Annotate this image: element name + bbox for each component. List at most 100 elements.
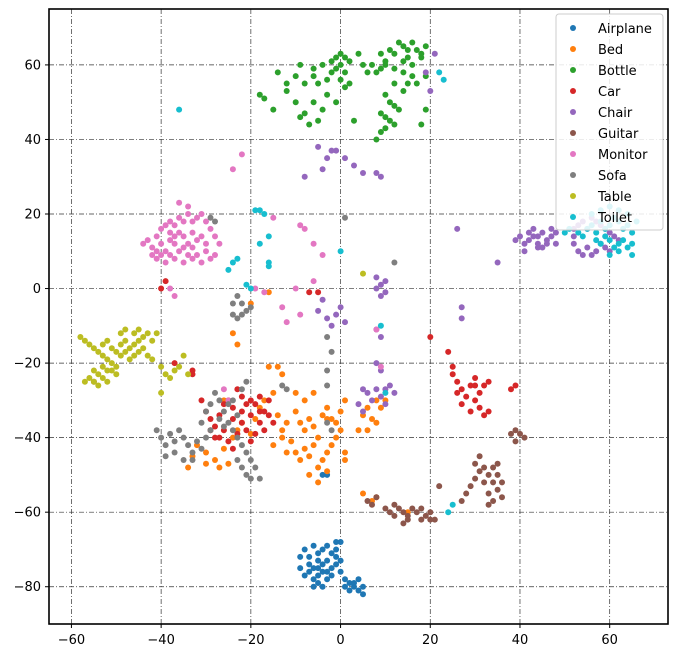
data-point — [270, 214, 277, 221]
plot-frame — [48, 8, 669, 625]
data-point — [126, 345, 133, 352]
legend-label: Table — [597, 190, 632, 205]
data-point — [391, 501, 398, 508]
data-point — [409, 73, 416, 80]
data-point — [319, 561, 326, 568]
data-point — [207, 401, 214, 408]
data-point — [176, 363, 183, 370]
data-point — [234, 386, 241, 393]
data-point — [324, 419, 331, 426]
data-point — [95, 348, 102, 355]
series-monitor — [140, 151, 384, 404]
data-point — [301, 445, 308, 452]
data-point — [328, 572, 335, 579]
data-point — [180, 244, 187, 251]
data-point — [333, 553, 340, 560]
data-point — [180, 218, 187, 225]
data-point — [431, 516, 438, 523]
data-point — [324, 382, 331, 389]
data-point — [297, 61, 304, 68]
data-point — [624, 244, 631, 251]
series-sofa — [153, 214, 398, 482]
data-point — [243, 427, 250, 434]
data-point — [189, 229, 196, 236]
data-point — [386, 99, 393, 106]
data-point — [81, 337, 88, 344]
data-point — [171, 233, 178, 240]
data-point — [265, 412, 272, 419]
data-point — [328, 442, 335, 449]
data-point — [324, 557, 331, 564]
data-point — [99, 363, 106, 370]
data-point — [530, 225, 537, 232]
data-point — [418, 54, 425, 61]
data-point — [337, 248, 344, 255]
data-point — [104, 356, 111, 363]
data-point — [400, 509, 407, 516]
data-point — [203, 449, 209, 456]
legend-box — [555, 13, 664, 231]
data-point — [176, 427, 183, 434]
data-point — [445, 348, 452, 355]
data-point — [225, 266, 232, 273]
data-point — [328, 348, 335, 355]
data-point — [238, 419, 245, 426]
data-point — [216, 397, 223, 404]
data-point — [377, 129, 384, 135]
data-point — [530, 233, 537, 240]
data-point — [324, 468, 331, 475]
data-point — [306, 553, 313, 560]
data-point — [360, 170, 366, 176]
data-point — [315, 572, 322, 579]
data-point — [525, 229, 532, 236]
data-point — [144, 330, 151, 337]
data-point — [261, 408, 268, 415]
data-point — [122, 326, 129, 333]
data-point — [494, 460, 501, 467]
data-point — [252, 430, 259, 437]
data-point — [382, 114, 389, 121]
data-point — [382, 289, 389, 296]
data-point — [413, 80, 420, 87]
data-point — [256, 240, 263, 247]
data-point — [485, 471, 492, 478]
data-point — [117, 330, 124, 337]
data-point — [454, 389, 461, 396]
data-point — [328, 427, 335, 434]
data-point — [292, 99, 299, 106]
data-point — [606, 237, 613, 244]
legend-marker — [570, 193, 576, 199]
data-point — [108, 367, 115, 374]
data-point — [324, 542, 331, 549]
x-tick-label: 20 — [422, 633, 439, 648]
data-point — [333, 546, 340, 553]
data-point — [104, 367, 111, 374]
data-point — [629, 252, 636, 258]
data-point — [319, 61, 326, 68]
data-point — [458, 386, 465, 393]
data-point — [337, 61, 344, 68]
data-point — [333, 539, 340, 545]
data-point — [369, 61, 375, 68]
data-point — [122, 337, 129, 344]
data-point — [315, 479, 322, 486]
data-point — [104, 378, 111, 385]
data-point — [171, 360, 178, 367]
data-point — [315, 557, 322, 564]
data-point — [274, 69, 281, 76]
data-point — [512, 237, 519, 244]
data-point — [400, 520, 407, 527]
data-point — [360, 386, 366, 393]
data-point — [593, 229, 600, 236]
data-point — [328, 69, 335, 76]
data-point — [310, 389, 317, 396]
data-point — [225, 419, 232, 426]
data-point — [377, 50, 384, 57]
data-point — [140, 334, 147, 340]
data-point — [90, 345, 97, 352]
data-point — [539, 244, 546, 251]
data-point — [212, 218, 218, 225]
data-point — [176, 229, 183, 236]
series-table — [77, 270, 366, 396]
data-point — [382, 125, 389, 132]
